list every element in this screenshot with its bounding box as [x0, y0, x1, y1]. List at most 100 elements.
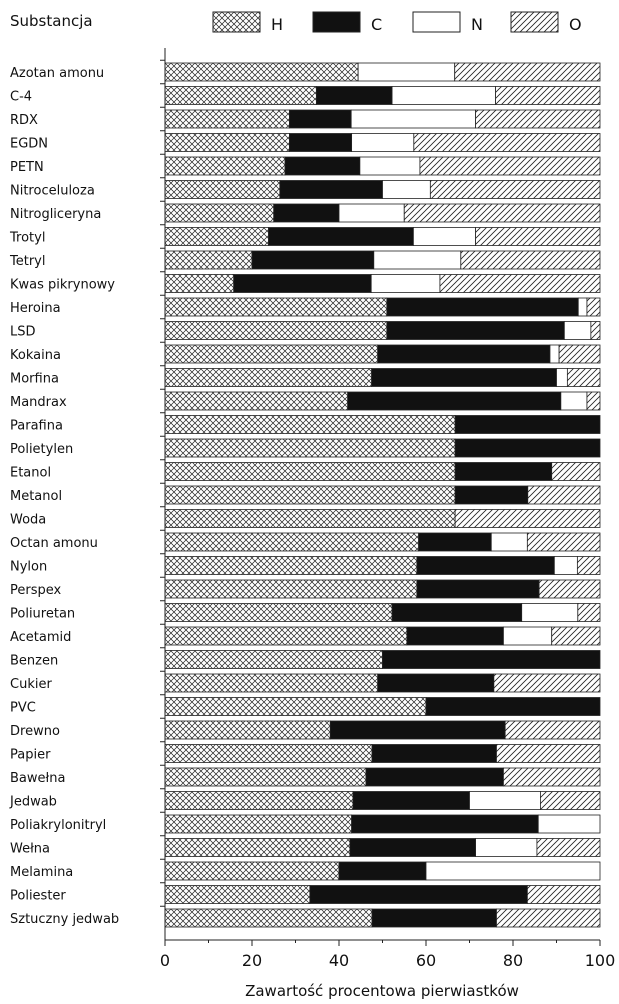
bar-segment-o [475, 227, 601, 246]
category-label: Kwas pikrynowy [10, 278, 115, 293]
bar-segment-o [590, 321, 601, 340]
category-label: Drewno [10, 724, 60, 739]
bar-segment-c [315, 86, 393, 105]
bar-segment-c [273, 203, 340, 223]
bar-segment-n [521, 603, 579, 622]
bar-segment-h [164, 885, 311, 904]
bar-segment-o [454, 509, 601, 528]
bar-segment-h [164, 697, 427, 716]
legend-label-n: N [471, 15, 483, 34]
bar-segment-c [377, 673, 495, 693]
bar-segment-o [551, 626, 601, 646]
bar-segment-h [164, 791, 354, 810]
bar-segment-h [164, 509, 456, 528]
bar-segment-o [526, 885, 601, 904]
bar-segment-o [496, 908, 601, 928]
category-label: Metanol [10, 489, 62, 504]
legend-swatch-n [412, 11, 461, 33]
bar-segment-o [536, 838, 601, 857]
bar-segment-h [164, 556, 418, 575]
bar-segment-n [503, 626, 553, 646]
category-label: Morfina [10, 372, 59, 387]
bar-segment-c [371, 368, 557, 387]
bar-segment-c [391, 603, 523, 622]
bar-segment-h [164, 744, 373, 763]
bar-segment-h [164, 391, 349, 411]
bar-segment-c [347, 391, 562, 411]
category-label: C-4 [10, 90, 32, 105]
category-label: PVC [10, 701, 36, 716]
category-label: LSD [10, 325, 36, 340]
category-label: Papier [10, 748, 51, 763]
bar-segment-h [164, 814, 353, 834]
bar-segment-o [493, 673, 601, 693]
bar-segment-n [359, 156, 421, 176]
bar-segment-c [329, 720, 506, 740]
category-labels: Azotan amonu C-4 RDX EGDN PETN Nitroceluloza N… [9, 66, 119, 927]
x-tick-label: 40 [329, 951, 349, 970]
category-label: Parafina [10, 419, 63, 434]
bar-segment-c [289, 133, 353, 152]
category-label: Nylon [10, 560, 47, 575]
bar-segment-o [576, 556, 601, 575]
category-label: Perspex [10, 583, 62, 598]
bar-segment-h [164, 838, 351, 857]
category-label: Cukier [10, 677, 52, 692]
bar-segment-c [382, 650, 601, 669]
category-label: Mandrax [10, 395, 67, 410]
bar-segment-c [454, 415, 601, 434]
bar-segment-c [418, 532, 492, 552]
category-label: PETN [10, 160, 44, 175]
category-label: EGDN [10, 137, 48, 152]
bar-segment-c [406, 626, 504, 646]
bar-segment-o [496, 744, 601, 763]
bar-segment-o [526, 532, 601, 552]
bar-segment-n [490, 532, 528, 552]
category-label: Polietylen [10, 442, 73, 457]
bar-segment-h [164, 767, 367, 787]
bar-segment-c [284, 156, 361, 176]
bar-segment-c [454, 462, 553, 481]
legend-label-o: O [569, 15, 582, 34]
bar-segment-c [233, 274, 372, 293]
bar-segment-o [586, 297, 601, 317]
bar-segment-c [416, 556, 555, 575]
chart-title: Substancja [10, 12, 93, 30]
bar-segment-o [551, 462, 601, 481]
bar-segment-n [553, 556, 578, 575]
bar-segment-n [425, 861, 601, 881]
bar-segment-h [164, 673, 379, 693]
category-label: Poliuretan [10, 607, 75, 622]
bar-segment-c [386, 321, 565, 340]
bars [164, 62, 601, 928]
bar-segment-n [373, 250, 462, 270]
bar-segment-h [164, 650, 383, 669]
bar-segment-n [351, 133, 415, 152]
bar-segment-o [503, 767, 601, 787]
bar-segment-o [454, 62, 601, 82]
bar-segment-o [566, 368, 601, 387]
category-label: Woda [10, 513, 46, 528]
bar-segment-h [164, 462, 456, 481]
bar-segment-o [460, 250, 601, 270]
bar-segment-n [549, 344, 560, 364]
category-label: Benzen [10, 654, 58, 669]
bar-segment-h [164, 626, 408, 646]
category-label: RDX [10, 113, 38, 128]
bar-segment-h [164, 109, 290, 129]
legend-label-h: H [271, 15, 283, 34]
bar-segment-n [382, 180, 431, 199]
bar-segment-c [279, 180, 383, 199]
bar-segment-h [164, 156, 286, 176]
bar-segment-c [386, 297, 579, 317]
legend-swatch-c [312, 11, 361, 33]
bar-segment-h [164, 274, 235, 293]
bar-segment-o [419, 156, 601, 176]
bar-segment-n [469, 791, 541, 810]
bar-segment-n [391, 86, 497, 105]
bar-segment-o [439, 274, 601, 293]
bar-segment-c [352, 791, 470, 810]
category-label: Nitrogliceryna [10, 207, 101, 222]
bar-segment-c [425, 697, 601, 716]
